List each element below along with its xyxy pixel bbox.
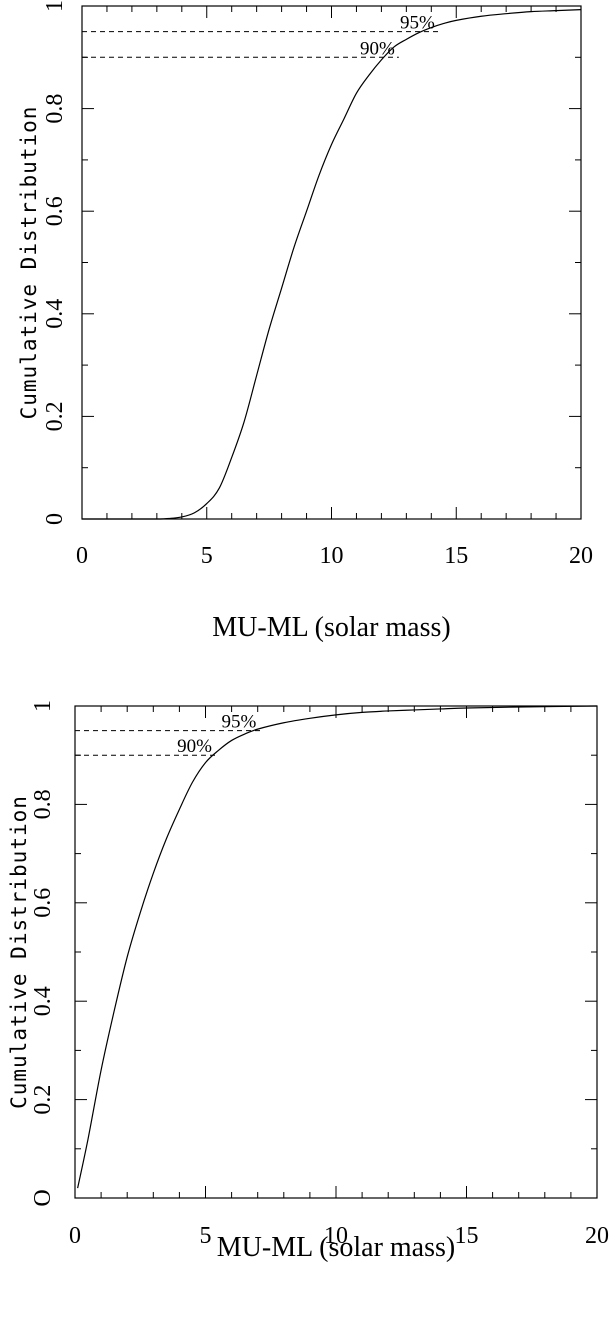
cdf-curve xyxy=(77,705,598,1189)
reference-label-95pct: 95% xyxy=(221,712,256,733)
reference-label-90pct: 90% xyxy=(177,736,212,757)
y-tick-label: 0.6 xyxy=(42,196,68,226)
y-tick-label: 0.8 xyxy=(42,94,68,124)
chart-panel-1: 0 5 10 15 20 0 0.2 0.4 0.6 0.8 1 MU-ML (solar mass)… xyxy=(17,0,593,643)
y-axis-title: Cumulative Distribution xyxy=(7,795,31,1109)
y-tick-label: 0.4 xyxy=(42,299,68,329)
x-tick-label: 5 xyxy=(200,1223,212,1249)
y-tick-label: 1 xyxy=(30,700,56,712)
y-tick-label: 0.2 xyxy=(30,1085,56,1115)
x-tick-label: 0 xyxy=(69,1223,81,1249)
x-tick-label: 15 xyxy=(455,1223,479,1249)
plot-frame xyxy=(74,705,598,1199)
x-tick-label: 20 xyxy=(585,1223,609,1249)
y-tick-label: 0.6 xyxy=(30,888,56,918)
y-tick-label: 0.2 xyxy=(42,401,68,431)
reference-label-90pct: 90% xyxy=(360,38,395,59)
y-tick-label: 0 xyxy=(42,513,68,525)
y-tick-label: 0.8 xyxy=(30,789,56,819)
plot-frame xyxy=(81,5,582,520)
x-tick-label: 10 xyxy=(320,543,344,569)
chart-panel-2: 0 5 10 15 20 O 0.2 0.4 0.6 0.8 1 MU-ML (solar mass)… xyxy=(7,700,609,1263)
x-tick-label: 0 xyxy=(76,543,88,569)
cdf-curve xyxy=(82,8,582,520)
reference-label-95pct: 95% xyxy=(400,13,435,34)
y-axis-title: Cumulative Distribution xyxy=(17,106,41,420)
x-tick-label: 15 xyxy=(444,543,468,569)
x-tick-label: 20 xyxy=(569,543,593,569)
y-tick-label: 1 xyxy=(42,0,68,12)
y-tick-label: O xyxy=(30,1189,56,1206)
x-axis-title: MU-ML (solar mass) xyxy=(212,612,450,643)
x-axis-title: MU-ML (solar mass) xyxy=(217,1232,455,1263)
y-tick-label: 0.4 xyxy=(30,986,56,1016)
x-tick-label: 5 xyxy=(201,543,213,569)
x-tick-label: 10 xyxy=(324,1223,348,1249)
